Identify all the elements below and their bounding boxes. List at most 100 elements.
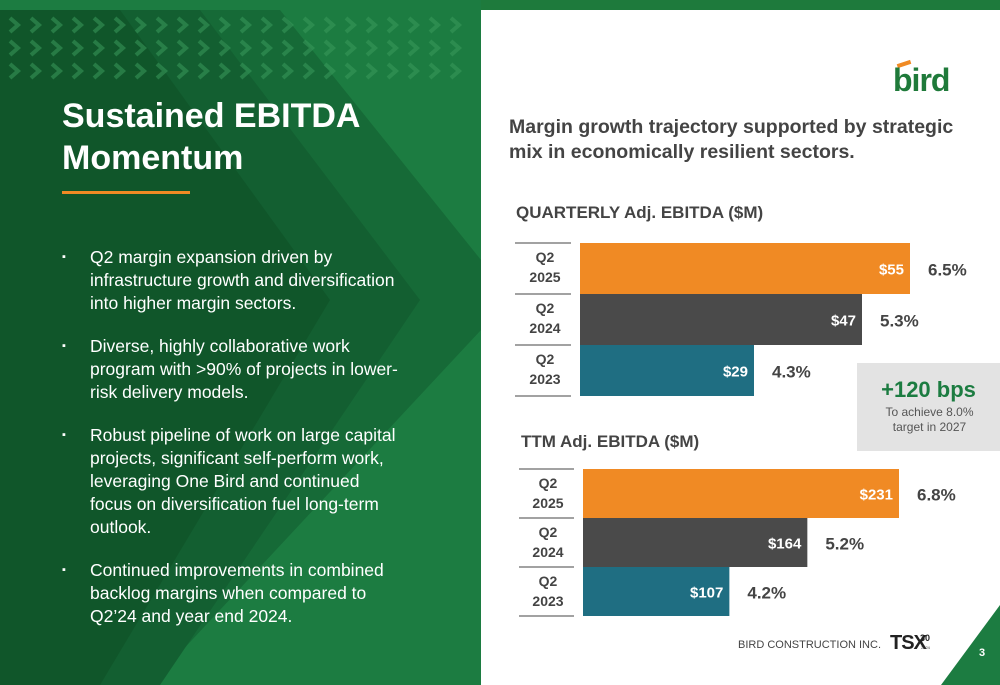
chevron-decoration-icon <box>134 39 148 57</box>
left-panel: Sustained EBITDA Momentum ▪ Q2 margin exp… <box>0 0 481 685</box>
ttm-chart-title: TTM Adj. EBITDA ($M) <box>521 432 700 451</box>
chevron-decoration-icon <box>71 16 85 34</box>
bar <box>583 518 808 567</box>
chevron-decoration-icon <box>365 16 379 34</box>
chevron-decoration-icon <box>323 62 337 80</box>
chevron-decoration-icon <box>344 62 358 80</box>
chevron-decoration-icon <box>407 62 421 80</box>
category-tick-label: Q2 <box>539 475 558 491</box>
chevron-decoration-icon <box>428 62 442 80</box>
chevron-decoration-icon <box>449 39 463 57</box>
chevron-decoration-icon <box>134 16 148 34</box>
chevron-decoration-icon <box>155 39 169 57</box>
category-tick-label: 2025 <box>532 495 563 511</box>
callout-value: +120 bps <box>881 377 976 402</box>
margin-label: 6.5% <box>928 261 967 280</box>
margin-label: 5.3% <box>880 312 919 331</box>
bullet-square-icon: ▪ <box>62 251 66 263</box>
chevron-decoration-icon <box>239 16 253 34</box>
chevron-decoration-icon <box>155 62 169 80</box>
category-tick-label: 2024 <box>532 544 563 560</box>
bar-value-label: $29 <box>723 364 748 381</box>
category-tick-label: 2023 <box>532 593 563 609</box>
chevron-decoration-icon <box>71 39 85 57</box>
tsx-index-number: 30 <box>920 633 931 643</box>
bullet-square-icon: ▪ <box>62 564 66 576</box>
chevron-decoration-icon <box>344 16 358 34</box>
bullet-item: ▪ Q2 margin expansion driven by infrastru… <box>62 247 395 313</box>
chevron-decoration-icon <box>176 62 190 80</box>
chevron-decoration-icon <box>113 39 127 57</box>
chevron-decoration-icon <box>197 62 211 80</box>
margin-label: 5.2% <box>825 535 864 554</box>
footer-company-name: BIRD CONSTRUCTION INC. <box>738 639 881 651</box>
chevron-decoration-icon <box>176 16 190 34</box>
bar-value-label: $47 <box>831 313 856 330</box>
chevron-decoration-icon <box>197 39 211 57</box>
chevron-decoration-icon <box>239 62 253 80</box>
chevron-decoration-icon <box>323 16 337 34</box>
bullet-square-icon: ▪ <box>62 340 66 352</box>
chevron-decoration-icon <box>92 62 106 80</box>
chevron-decoration-icon <box>365 39 379 57</box>
slide-title: Sustained EBITDA Momentum <box>62 97 360 177</box>
chevron-decoration-icon <box>449 62 463 80</box>
bar <box>580 243 910 294</box>
margin-label: 4.3% <box>772 363 811 382</box>
chevron-decoration-icon <box>260 16 274 34</box>
chevron-decoration-icon <box>92 39 106 57</box>
chevron-decoration-icon <box>29 16 43 34</box>
chevron-decoration-icon <box>302 16 316 34</box>
chevron-decoration-icon <box>260 39 274 57</box>
chevron-decoration-icon <box>386 39 400 57</box>
chevron-decoration-icon <box>281 39 295 57</box>
chevron-decoration-icon <box>113 62 127 80</box>
chevron-decoration-icon <box>386 62 400 80</box>
chevron-decoration-icon <box>407 39 421 57</box>
chevron-decoration-icon <box>281 16 295 34</box>
bar-value-label: $55 <box>879 262 904 279</box>
quarterly-chart-title: QUARTERLY Adj. EBITDA ($M) <box>516 203 764 222</box>
chevron-decoration-icon <box>29 39 43 57</box>
chevron-decoration-icon <box>449 16 463 34</box>
bullet-item: ▪ Diverse, highly collaborative work prog… <box>62 336 398 402</box>
bar-value-label: $231 <box>860 487 893 504</box>
category-tick-label: Q2 <box>539 573 558 589</box>
chevron-decoration-icon <box>155 16 169 34</box>
bar-value-label: $164 <box>768 536 802 553</box>
chevron-decoration-icon <box>50 62 64 80</box>
bullet-list: ▪ Q2 margin expansion driven by infrastru… <box>62 246 402 648</box>
chevron-pattern-background <box>0 0 481 685</box>
title-underline <box>62 191 190 194</box>
category-tick-label: 2025 <box>529 269 560 285</box>
bird-logo: bird <box>893 62 950 98</box>
chevron-decoration-icon <box>428 16 442 34</box>
chevron-decoration-icon <box>323 39 337 57</box>
bar <box>583 469 899 518</box>
bar-value-label: $107 <box>690 585 723 602</box>
chevron-decoration-icon <box>407 16 421 34</box>
bar <box>580 294 862 345</box>
bullet-item: ▪ Continued improvements in combined back… <box>62 560 384 626</box>
chevron-decoration-icon <box>218 39 232 57</box>
margin-callout-box: +120 bps To achieve 8.0% target in 2027 <box>857 363 1000 451</box>
category-tick-label: 2024 <box>529 320 560 336</box>
chevron-decoration-icon <box>428 39 442 57</box>
chevron-decoration-icon <box>134 62 148 80</box>
chevron-decoration-icon <box>239 39 253 57</box>
chevron-decoration-icon <box>386 16 400 34</box>
chevron-decoration-icon <box>197 16 211 34</box>
chevron-decoration-icon <box>92 16 106 34</box>
chevron-decoration-icon <box>8 16 22 34</box>
chevron-decoration-icon <box>260 62 274 80</box>
chevron-decoration-icon <box>50 16 64 34</box>
chevron-decoration-icon <box>113 16 127 34</box>
chevron-decoration-icon <box>218 62 232 80</box>
bar <box>583 567 730 616</box>
chevron-decoration-icon <box>8 39 22 57</box>
margin-label: 6.8% <box>917 486 956 505</box>
chevron-decoration-icon <box>281 62 295 80</box>
chevron-decoration-icon <box>302 62 316 80</box>
